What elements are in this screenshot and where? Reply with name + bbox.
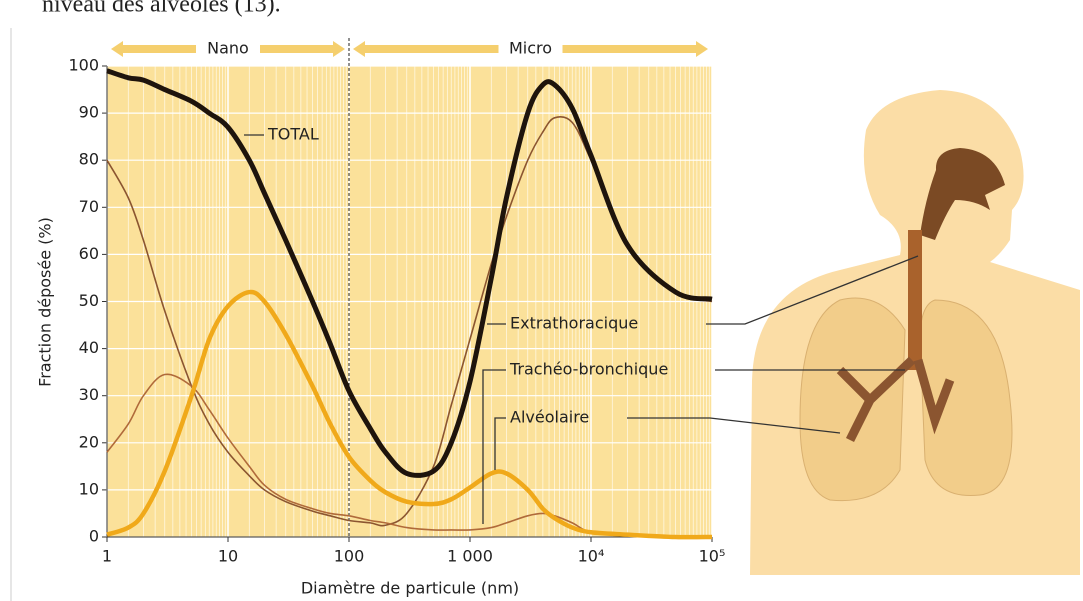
leader-line [482, 369, 905, 524]
series-line [106, 373, 713, 538]
series-line [106, 68, 713, 478]
y-tick-label: 10 [79, 479, 99, 498]
band-label-bg [196, 38, 260, 60]
series-line [106, 289, 713, 540]
series-label: TOTAL [267, 125, 319, 144]
x-tick-label: 10 [218, 547, 238, 566]
y-tick-label: 80 [79, 150, 99, 169]
y-tick-label: 70 [79, 197, 99, 216]
caption: niveau des alvéoles (13). [42, 0, 281, 18]
y-tick-label: 100 [68, 56, 99, 75]
band-label: Nano [207, 39, 249, 58]
band-label: Micro [509, 39, 552, 58]
x-tick-label: 1 [102, 547, 112, 566]
x-tick-label: 10⁴ [578, 547, 605, 566]
y-tick-label: 0 [89, 527, 99, 546]
y-axis-label: Fraction déposée (%) [36, 217, 55, 387]
x-axis-label: Diamètre de particule (nm) [301, 579, 519, 598]
x-tick-label: 1 000 [447, 547, 493, 566]
y-tick-label: 50 [79, 291, 99, 310]
series-label: Extrathoracique [510, 314, 638, 333]
y-tick-label: 40 [79, 338, 99, 357]
series-label: Trachéo-bronchique [509, 360, 668, 379]
y-tick-label: 30 [79, 385, 99, 404]
band-label-bg [498, 38, 563, 60]
series-label: Alvéolaire [510, 408, 589, 427]
y-tick-label: 20 [79, 432, 99, 451]
series-line [106, 115, 713, 527]
y-tick-label: 90 [79, 103, 99, 122]
leader-line [494, 417, 841, 470]
y-tick-label: 60 [79, 244, 99, 263]
body-illustration [750, 90, 1080, 575]
x-tick-label: 100 [334, 547, 365, 566]
x-tick-label: 10⁵ [699, 547, 726, 566]
leader-line [487, 255, 919, 325]
